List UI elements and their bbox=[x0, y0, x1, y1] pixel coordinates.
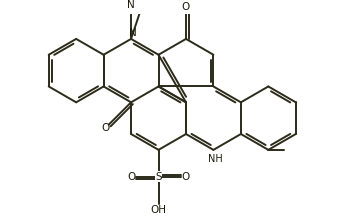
Text: N: N bbox=[127, 0, 135, 10]
Text: NH: NH bbox=[208, 154, 222, 164]
Text: OH: OH bbox=[150, 205, 166, 215]
Text: O: O bbox=[182, 2, 190, 12]
Text: O: O bbox=[181, 172, 190, 182]
Text: N: N bbox=[129, 28, 137, 38]
Text: O: O bbox=[127, 172, 136, 182]
Text: S: S bbox=[155, 172, 162, 182]
Text: O: O bbox=[102, 123, 110, 133]
